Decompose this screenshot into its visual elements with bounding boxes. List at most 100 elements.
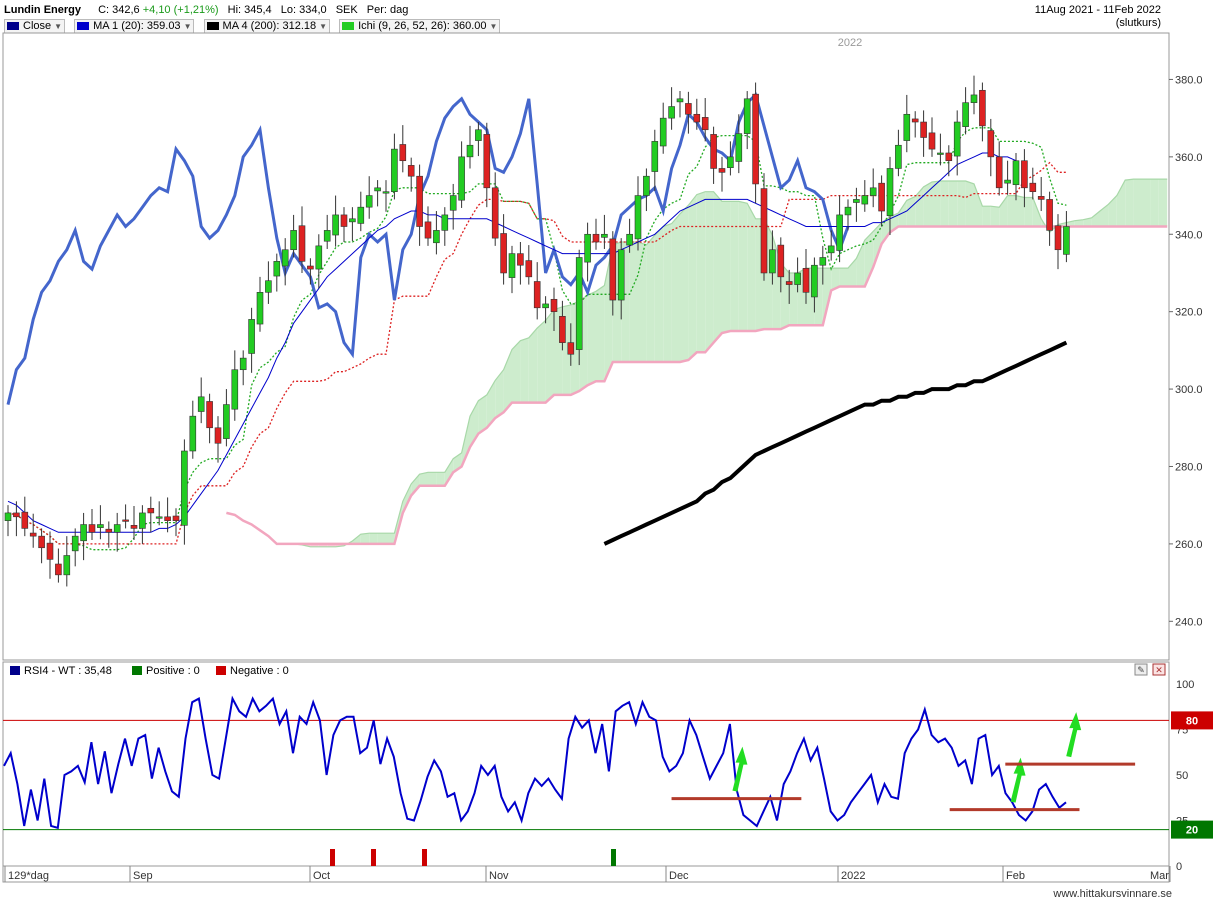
candle xyxy=(21,496,29,537)
candle-down xyxy=(214,427,222,444)
candle xyxy=(382,180,390,212)
cloud-segment xyxy=(386,533,395,544)
candle-down xyxy=(559,316,566,343)
candle-up xyxy=(869,187,877,196)
cloud-segment xyxy=(1158,179,1168,227)
cloud-segment xyxy=(377,533,386,544)
candle-up xyxy=(466,144,474,158)
rsi-line xyxy=(3,695,1067,830)
candle xyxy=(1037,176,1045,212)
x-tick-label: Nov xyxy=(489,870,509,882)
candle xyxy=(46,531,54,579)
candle-down xyxy=(777,244,785,278)
close-glyph: ✕ xyxy=(1155,665,1163,675)
candle-up xyxy=(458,156,465,201)
cloud-segment xyxy=(512,340,521,403)
candle xyxy=(626,218,633,253)
candle xyxy=(533,262,541,320)
cloud-segment xyxy=(915,186,924,227)
panel-toolbar: ✎ ✕ xyxy=(1134,663,1166,676)
positive-signal-bar xyxy=(611,849,616,866)
cloud-segment xyxy=(1032,197,1042,227)
candle xyxy=(878,175,885,227)
negative-signal-bar xyxy=(422,849,427,866)
wrench-icon[interactable] xyxy=(1134,663,1148,676)
candle xyxy=(315,234,323,289)
cloud-segment xyxy=(545,309,554,403)
candle-down xyxy=(340,214,348,227)
candle xyxy=(231,350,239,421)
price-y-tick-label: 380.0 xyxy=(1175,74,1203,86)
legend-ichimoku[interactable]: Ichi (9, 26, 52, 26): 360.00 ▼ xyxy=(339,19,501,34)
candle xyxy=(63,536,71,587)
candle-up xyxy=(676,98,684,103)
legend-ma200-label: MA 4 (200): 312.18 xyxy=(222,20,317,32)
close-icon[interactable] xyxy=(1152,663,1166,676)
up-arrow-icon xyxy=(1066,712,1082,758)
cloud-segment xyxy=(999,195,1008,227)
candle xyxy=(970,75,978,115)
candle xyxy=(155,501,163,526)
candle xyxy=(567,323,575,366)
x-axis-bar xyxy=(2,865,1170,883)
cloud-segment xyxy=(705,191,714,353)
candle xyxy=(340,207,348,242)
x-tick-label: Dec xyxy=(669,870,689,882)
candle-up xyxy=(382,191,390,194)
candle xyxy=(332,195,339,247)
candles xyxy=(4,75,1070,587)
candle xyxy=(273,253,281,292)
candle-up xyxy=(357,206,365,224)
candle xyxy=(214,416,222,463)
candle-up xyxy=(80,524,87,542)
candle xyxy=(55,548,62,583)
candle-down xyxy=(172,515,180,521)
legend-close[interactable]: Close ▼ xyxy=(4,19,66,34)
candle xyxy=(172,508,180,537)
candle xyxy=(307,258,314,285)
cloud-segment xyxy=(965,181,974,227)
cloud-segment xyxy=(369,533,378,544)
candle-down xyxy=(945,152,953,162)
candle xyxy=(1029,167,1037,200)
candle-up xyxy=(265,280,272,293)
candle-up xyxy=(449,195,457,211)
candle xyxy=(256,276,264,332)
candle-down xyxy=(693,113,701,123)
candle xyxy=(1046,191,1053,246)
cloud-segment xyxy=(537,320,546,403)
candle-up xyxy=(433,230,440,244)
candle xyxy=(407,157,415,192)
price-y-tick-label: 260.0 xyxy=(1175,539,1203,551)
candle-up xyxy=(231,369,239,410)
candle-down xyxy=(88,524,96,533)
candle xyxy=(827,230,835,261)
legend-ma200[interactable]: MA 4 (200): 312.18 ▼ xyxy=(203,19,331,34)
legend-ma20-label: MA 1 (20): 359.03 xyxy=(93,20,181,32)
candle-up xyxy=(155,516,163,519)
ichimoku-cloud xyxy=(226,178,1168,548)
candle-up xyxy=(71,535,79,552)
cloud-segment xyxy=(629,242,638,362)
candle xyxy=(853,187,860,222)
instrument-title: Lundin Energy xyxy=(4,4,81,16)
high-label: Hi: xyxy=(227,4,242,16)
candle xyxy=(122,504,129,529)
candle-down xyxy=(752,93,759,185)
candle xyxy=(861,180,869,212)
candle xyxy=(458,141,465,208)
year-marker: 2022 xyxy=(838,37,862,49)
cloud-segment xyxy=(990,206,1000,227)
cloud-segment xyxy=(948,181,958,227)
candle xyxy=(995,141,1003,196)
candle-up xyxy=(239,357,247,371)
candle-up xyxy=(441,214,449,231)
cloud-segment xyxy=(663,223,672,362)
candle xyxy=(517,242,524,285)
cloud-segment xyxy=(646,235,655,362)
candle xyxy=(197,377,205,424)
candle xyxy=(735,114,743,174)
cloud-segment xyxy=(1142,179,1151,227)
negative-legend-swatch xyxy=(216,666,226,675)
price-y-axis: 240.0 260.0 280.0 300.0 320.0 340.0 360.0 380.0 xyxy=(1169,74,1203,628)
